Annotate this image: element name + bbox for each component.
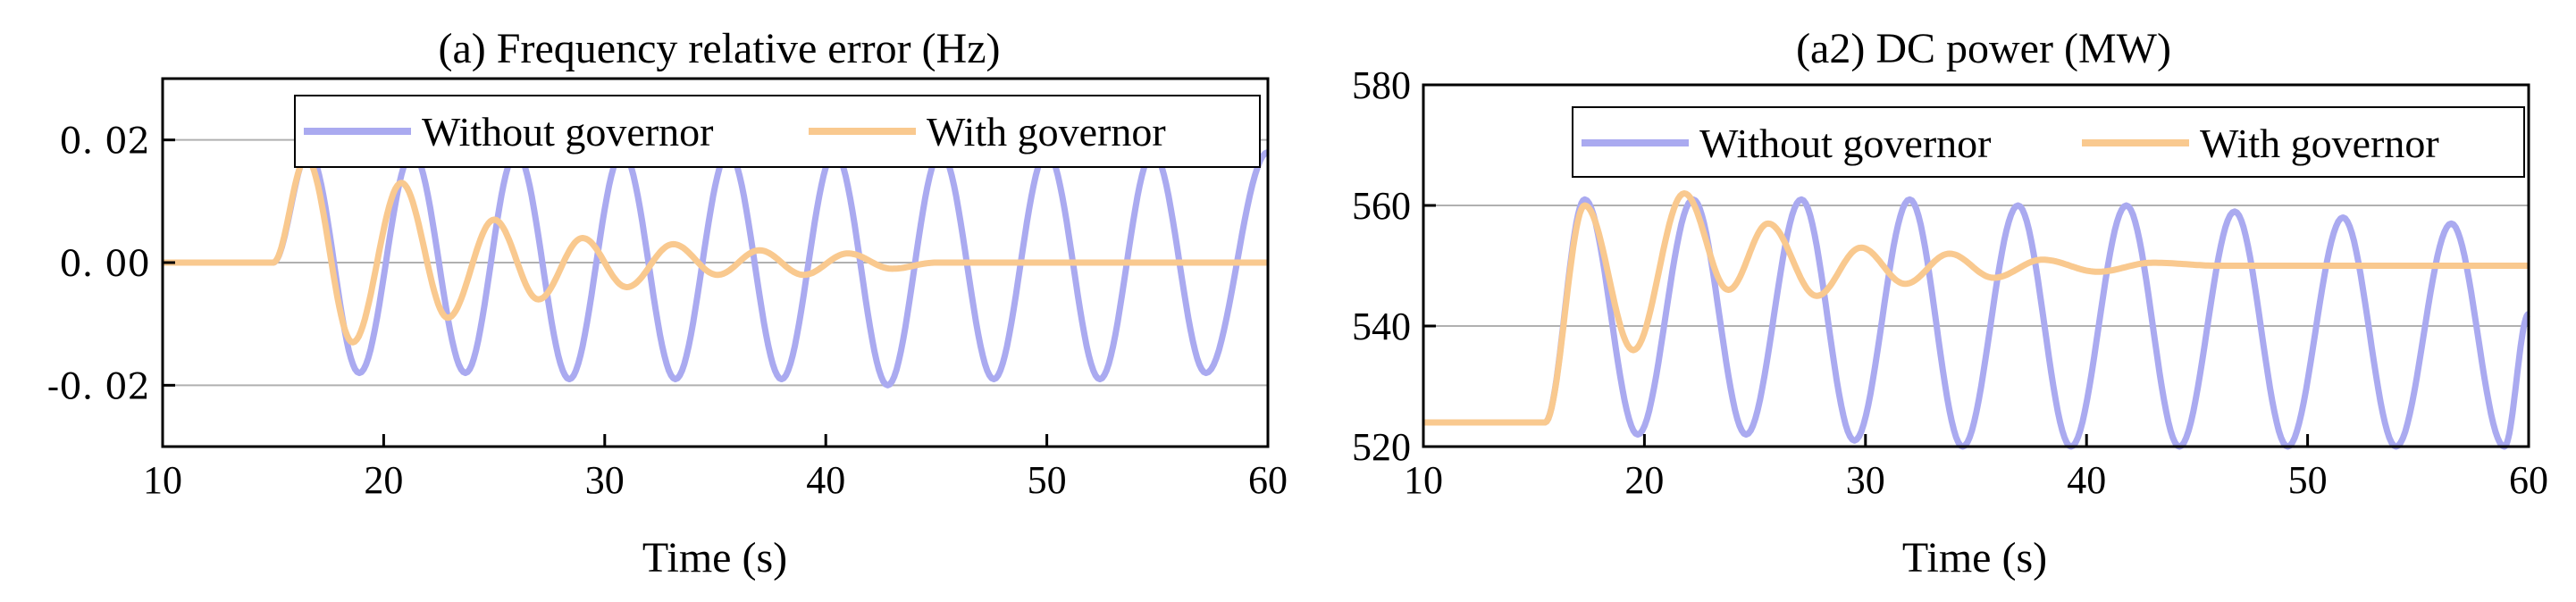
- chart-title: (a2) DC power (MW): [1796, 25, 2171, 72]
- legend-label-without: Without governor: [422, 109, 713, 155]
- y-tick-label: 560: [1352, 184, 1411, 228]
- x-axis-ticks: 10 20 30 40 50 60: [143, 434, 1288, 502]
- x-tick-label: 20: [1624, 458, 1664, 502]
- y-tick-label: 0. 02: [59, 121, 150, 163]
- x-tick-label: 20: [364, 458, 403, 502]
- legend-box: [294, 95, 1261, 168]
- series-line-with-governor: [1423, 190, 2529, 426]
- x-axis-ticks: 10 20 30 40 50 60: [1404, 434, 2548, 502]
- y-axis-ticks: 0. 02 0. 00 -0. 02: [47, 121, 175, 407]
- x-tick-label: 50: [1028, 458, 1067, 502]
- legend: Without governor With governor: [1572, 106, 2525, 178]
- series-lines: [163, 148, 1270, 389]
- x-tick-label: 60: [2509, 458, 2548, 502]
- x-tick-label: 60: [1248, 458, 1288, 502]
- x-tick-label: 40: [2067, 458, 2106, 502]
- panel-frequency-error: (a) Frequency relative error (Hz) 10 20 30…: [47, 25, 1288, 581]
- legend-label-with: With governor: [2200, 121, 2439, 166]
- legend-label-without: Without governor: [1699, 121, 1991, 166]
- plot-frame: [1422, 83, 2530, 448]
- series-line-without-governor: [1423, 196, 2531, 450]
- y-tick-label: 520: [1352, 425, 1411, 469]
- series-line-with-governor: [163, 155, 1268, 346]
- y-tick-label: -0. 02: [47, 366, 150, 407]
- x-tick-label: 10: [1404, 458, 1443, 502]
- x-tick-label: 40: [806, 458, 845, 502]
- legend: Without governor With governor: [294, 95, 1261, 168]
- series-lines: [1423, 190, 2531, 450]
- chart-title: (a) Frequency relative error (Hz): [439, 25, 1001, 72]
- y-axis-ticks: 520 540 560 580: [1352, 63, 1436, 469]
- legend-label-with: With governor: [927, 109, 1166, 155]
- y-tick-label: 540: [1352, 305, 1411, 348]
- x-axis-label: Time (s): [1902, 534, 2047, 581]
- y-tick-label: 0. 00: [59, 244, 150, 285]
- series-line-without-governor: [163, 148, 1270, 389]
- y-tick-label: 580: [1352, 63, 1411, 107]
- legend-box: [1572, 106, 2525, 178]
- x-tick-label: 30: [1846, 458, 1885, 502]
- x-axis-label: Time (s): [642, 534, 787, 581]
- x-tick-label: 50: [2288, 458, 2328, 502]
- panel-dc-power: (a2) DC power (MW) 10 20 30 40 50 60 520 540 56…: [1352, 25, 2548, 581]
- x-tick-label: 30: [585, 458, 625, 502]
- x-tick-label: 10: [143, 458, 182, 502]
